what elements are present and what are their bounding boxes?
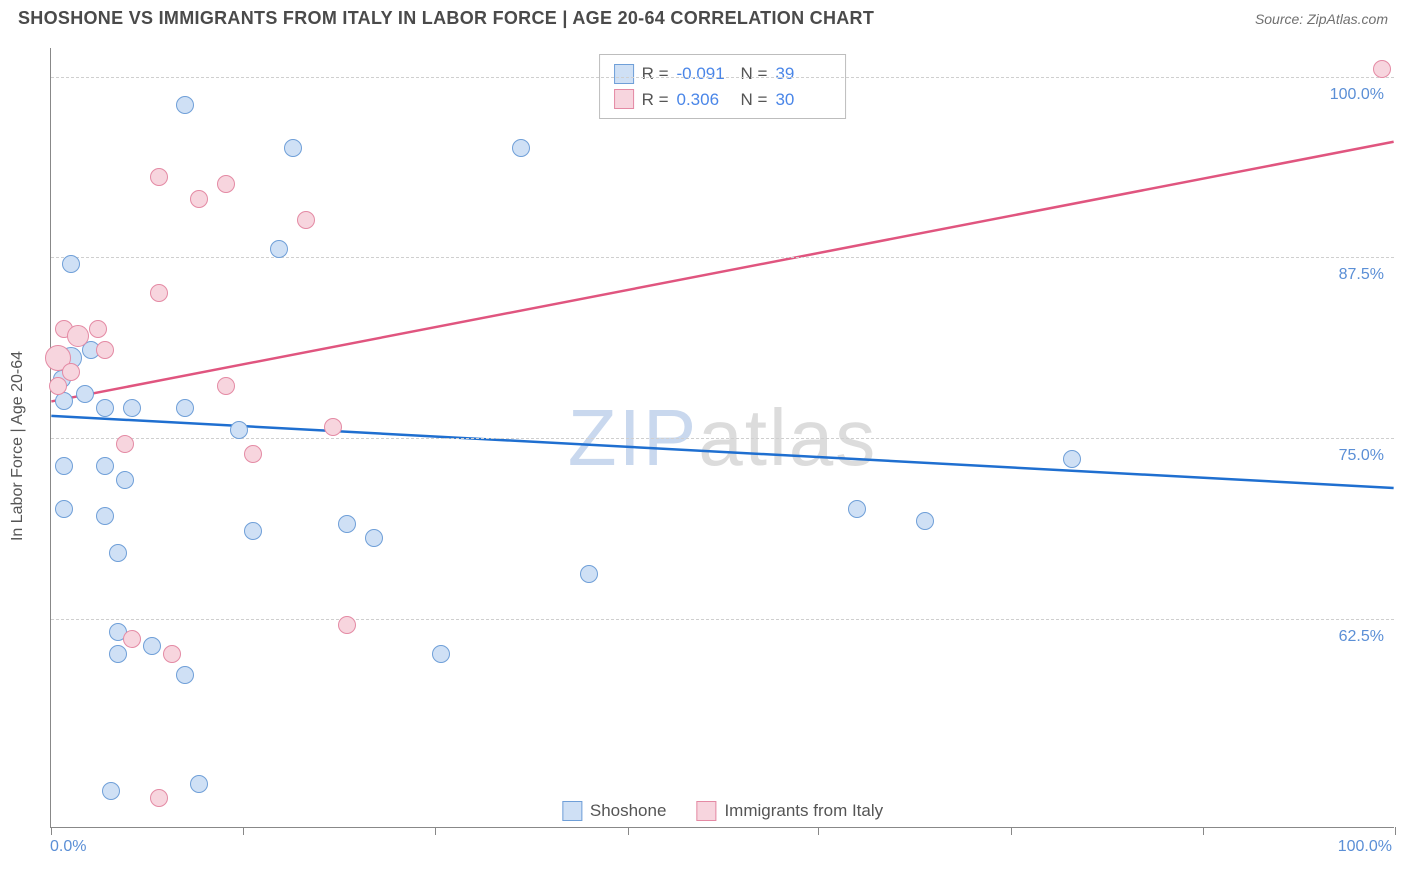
n-value: 39 xyxy=(775,61,831,87)
legend-label: Shoshone xyxy=(590,801,667,821)
y-tick-label: 87.5% xyxy=(1339,266,1384,284)
scatter-point xyxy=(297,211,315,229)
gridline xyxy=(51,438,1394,439)
y-tick-label: 100.0% xyxy=(1330,86,1384,104)
chart-source: Source: ZipAtlas.com xyxy=(1255,11,1388,27)
scatter-point xyxy=(580,565,598,583)
scatter-point xyxy=(62,363,80,381)
x-tick xyxy=(818,827,819,835)
scatter-point xyxy=(116,471,134,489)
scatter-point xyxy=(270,240,288,258)
stats-row: R = -0.091 N = 39 xyxy=(614,61,832,87)
scatter-point xyxy=(338,616,356,634)
x-axis-max-label: 100.0% xyxy=(1338,838,1392,856)
scatter-point xyxy=(432,645,450,663)
stats-row: R = 0.306 N = 30 xyxy=(614,87,832,113)
bottom-legend: Shoshone Immigrants from Italy xyxy=(556,799,889,823)
scatter-point xyxy=(96,399,114,417)
scatter-point xyxy=(324,418,342,436)
scatter-point xyxy=(123,399,141,417)
scatter-point xyxy=(109,544,127,562)
scatter-point xyxy=(1063,450,1081,468)
scatter-point xyxy=(176,666,194,684)
scatter-point xyxy=(67,325,89,347)
x-tick xyxy=(243,827,244,835)
scatter-point xyxy=(916,512,934,530)
n-label: N = xyxy=(741,87,768,113)
r-label: R = xyxy=(642,87,669,113)
scatter-point xyxy=(55,500,73,518)
x-tick xyxy=(1395,827,1396,835)
scatter-point xyxy=(365,529,383,547)
gridline xyxy=(51,77,1394,78)
scatter-point xyxy=(102,782,120,800)
scatter-point xyxy=(848,500,866,518)
scatter-point xyxy=(190,190,208,208)
scatter-point xyxy=(96,457,114,475)
chart-title: SHOSHONE VS IMMIGRANTS FROM ITALY IN LAB… xyxy=(18,8,874,29)
x-tick xyxy=(435,827,436,835)
scatter-point xyxy=(55,457,73,475)
y-tick-label: 62.5% xyxy=(1339,628,1384,646)
scatter-point xyxy=(109,645,127,663)
n-label: N = xyxy=(741,61,768,87)
scatter-point xyxy=(244,445,262,463)
y-tick-label: 75.0% xyxy=(1339,447,1384,465)
scatter-point xyxy=(143,637,161,655)
scatter-point xyxy=(190,775,208,793)
scatter-point xyxy=(338,515,356,533)
r-label: R = xyxy=(642,61,669,87)
legend-swatch xyxy=(562,801,582,821)
scatter-point xyxy=(244,522,262,540)
legend-item: Shoshone xyxy=(562,801,667,821)
scatter-point xyxy=(217,175,235,193)
r-value: -0.091 xyxy=(677,61,733,87)
scatter-point xyxy=(116,435,134,453)
scatter-point xyxy=(176,96,194,114)
scatter-point xyxy=(217,377,235,395)
r-value: 0.306 xyxy=(677,87,733,113)
legend-item: Immigrants from Italy xyxy=(696,801,883,821)
scatter-point xyxy=(150,789,168,807)
legend-swatch xyxy=(614,89,634,109)
scatter-point xyxy=(176,399,194,417)
scatter-point xyxy=(123,630,141,648)
gridline xyxy=(51,619,1394,620)
scatter-point xyxy=(512,139,530,157)
scatter-point xyxy=(62,255,80,273)
correlation-stats-box: R = -0.091 N = 39 R = 0.306 N = 30 xyxy=(599,54,847,119)
x-tick xyxy=(1011,827,1012,835)
x-tick xyxy=(51,827,52,835)
trend-line xyxy=(51,142,1393,402)
scatter-point xyxy=(230,421,248,439)
x-axis-min-label: 0.0% xyxy=(50,838,86,856)
scatter-point xyxy=(76,385,94,403)
legend-label: Immigrants from Italy xyxy=(724,801,883,821)
x-tick xyxy=(1203,827,1204,835)
scatter-point xyxy=(96,341,114,359)
scatter-point xyxy=(49,377,67,395)
y-axis-title: In Labor Force | Age 20-64 xyxy=(9,351,27,541)
gridline xyxy=(51,257,1394,258)
n-value: 30 xyxy=(775,87,831,113)
legend-swatch xyxy=(614,64,634,84)
x-tick xyxy=(628,827,629,835)
scatter-point xyxy=(96,507,114,525)
plot-area: ZIPatlas R =-0.091N =39R =0.306N =30 Sho… xyxy=(50,48,1394,828)
scatter-point xyxy=(284,139,302,157)
scatter-point xyxy=(150,168,168,186)
scatter-point xyxy=(89,320,107,338)
scatter-point xyxy=(150,284,168,302)
scatter-point xyxy=(1373,60,1391,78)
legend-swatch xyxy=(696,801,716,821)
scatter-point xyxy=(163,645,181,663)
